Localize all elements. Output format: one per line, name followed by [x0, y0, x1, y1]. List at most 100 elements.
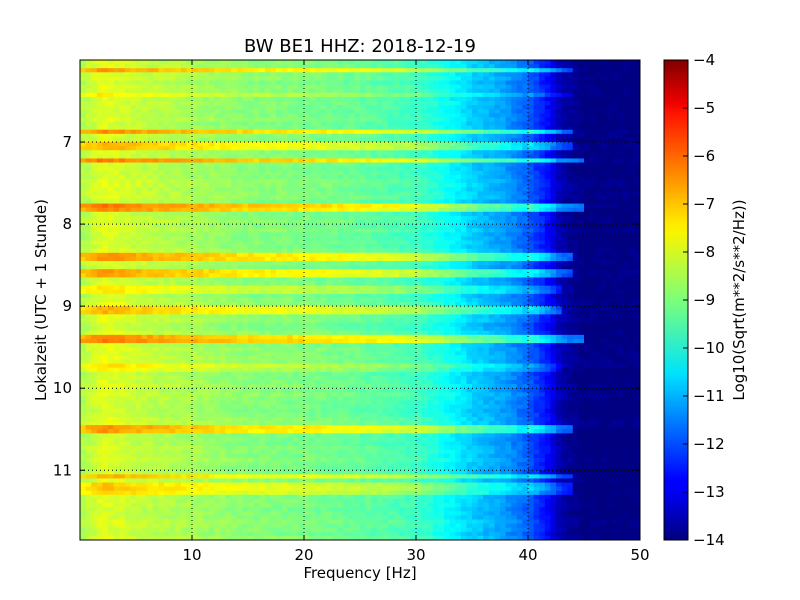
heatmap-cell: [315, 92, 322, 98]
heatmap-cell: [516, 105, 523, 110]
heatmap-cell: [320, 166, 327, 172]
heatmap-cell: [108, 232, 115, 238]
heatmap-cell: [91, 68, 98, 73]
heatmap-cell: [354, 191, 361, 196]
heatmap-cell: [119, 240, 126, 246]
heatmap-cell: [169, 96, 176, 102]
heatmap-cell: [248, 154, 255, 160]
heatmap-cell: [533, 80, 540, 86]
heatmap-cell: [477, 158, 484, 164]
heatmap-cell: [533, 133, 540, 139]
heatmap-cell: [292, 80, 299, 86]
heatmap-cell: [488, 101, 495, 106]
heatmap-cell: [242, 166, 249, 172]
heatmap-cell: [158, 220, 165, 225]
heatmap-cell: [276, 220, 283, 225]
heatmap-cell: [388, 170, 395, 176]
heatmap-cell: [253, 154, 260, 160]
heatmap-cell: [80, 252, 87, 258]
heatmap-cell: [214, 203, 221, 209]
heatmap-cell: [113, 252, 120, 258]
heatmap-cell: [80, 248, 87, 254]
heatmap-cell: [494, 240, 501, 246]
heatmap-cell: [617, 96, 624, 102]
heatmap-cell: [572, 113, 579, 119]
heatmap-cell: [141, 68, 148, 73]
heatmap-cell: [449, 170, 456, 176]
heatmap-cell: [130, 162, 137, 168]
heatmap-cell: [511, 146, 518, 151]
heatmap-cell: [236, 240, 243, 246]
heatmap-cell: [164, 220, 171, 225]
heatmap-cell: [248, 68, 255, 73]
heatmap-cell: [108, 125, 115, 131]
heatmap-cell: [477, 117, 484, 123]
heatmap-cell: [444, 232, 451, 238]
heatmap-cell: [376, 183, 383, 188]
heatmap-cell: [130, 236, 137, 242]
heatmap-cell: [242, 96, 249, 102]
heatmap-cell: [152, 125, 159, 131]
heatmap-cell: [270, 137, 277, 143]
heatmap-cell: [595, 113, 602, 119]
heatmap-cell: [80, 154, 87, 160]
heatmap-cell: [298, 215, 305, 221]
heatmap-cell: [421, 170, 428, 176]
heatmap-cell: [320, 244, 327, 250]
heatmap-cell: [130, 220, 137, 225]
heatmap-cell: [124, 232, 131, 238]
heatmap-cell: [416, 240, 423, 246]
heatmap-cell: [539, 84, 546, 90]
heatmap-cell: [248, 228, 255, 233]
heatmap-cell: [220, 220, 227, 225]
heatmap-cell: [119, 178, 126, 184]
heatmap-cell: [152, 207, 159, 213]
heatmap-cell: [326, 256, 333, 262]
heatmap-cell: [477, 64, 484, 69]
heatmap-cell: [113, 117, 120, 123]
heatmap-cell: [124, 203, 131, 209]
heatmap-cell: [404, 252, 411, 258]
heatmap-cell: [309, 92, 316, 98]
heatmap-cell: [119, 121, 126, 127]
heatmap-cell: [85, 76, 92, 82]
heatmap-cell: [309, 121, 316, 127]
heatmap-cell: [393, 199, 400, 205]
heatmap-cell: [578, 261, 585, 266]
heatmap-cell: [600, 207, 607, 213]
heatmap-cell: [477, 211, 484, 217]
heatmap-cell: [432, 162, 439, 168]
heatmap-cell: [584, 158, 591, 164]
heatmap-cell: [304, 207, 311, 213]
heatmap-cell: [472, 88, 479, 94]
heatmap-cell: [371, 203, 378, 209]
heatmap-cell: [348, 207, 355, 213]
heatmap-cell: [96, 236, 103, 242]
heatmap-cell: [505, 113, 512, 119]
heatmap-cell: [343, 72, 350, 78]
heatmap-cell: [197, 195, 204, 201]
heatmap-cell: [382, 72, 389, 78]
heatmap-cell: [287, 207, 294, 213]
heatmap-cell: [119, 76, 126, 82]
heatmap-cell: [164, 178, 171, 184]
heatmap-cell: [136, 146, 143, 151]
heatmap-cell: [494, 252, 501, 258]
heatmap-cell: [169, 170, 176, 176]
heatmap-cell: [612, 137, 619, 143]
heatmap-cell: [360, 154, 367, 160]
heatmap-cell: [108, 211, 115, 217]
heatmap-cell: [225, 84, 232, 90]
heatmap-cell: [477, 146, 484, 151]
heatmap-cell: [584, 236, 591, 242]
heatmap-cell: [287, 96, 294, 102]
heatmap-cell: [147, 158, 154, 164]
heatmap-cell: [432, 170, 439, 176]
heatmap-cell: [382, 68, 389, 73]
heatmap-cell: [292, 109, 299, 114]
heatmap-cell: [444, 125, 451, 131]
heatmap-cell: [455, 248, 462, 254]
heatmap-cell: [522, 64, 529, 69]
heatmap-cell: [158, 154, 165, 160]
heatmap-cell: [108, 72, 115, 78]
